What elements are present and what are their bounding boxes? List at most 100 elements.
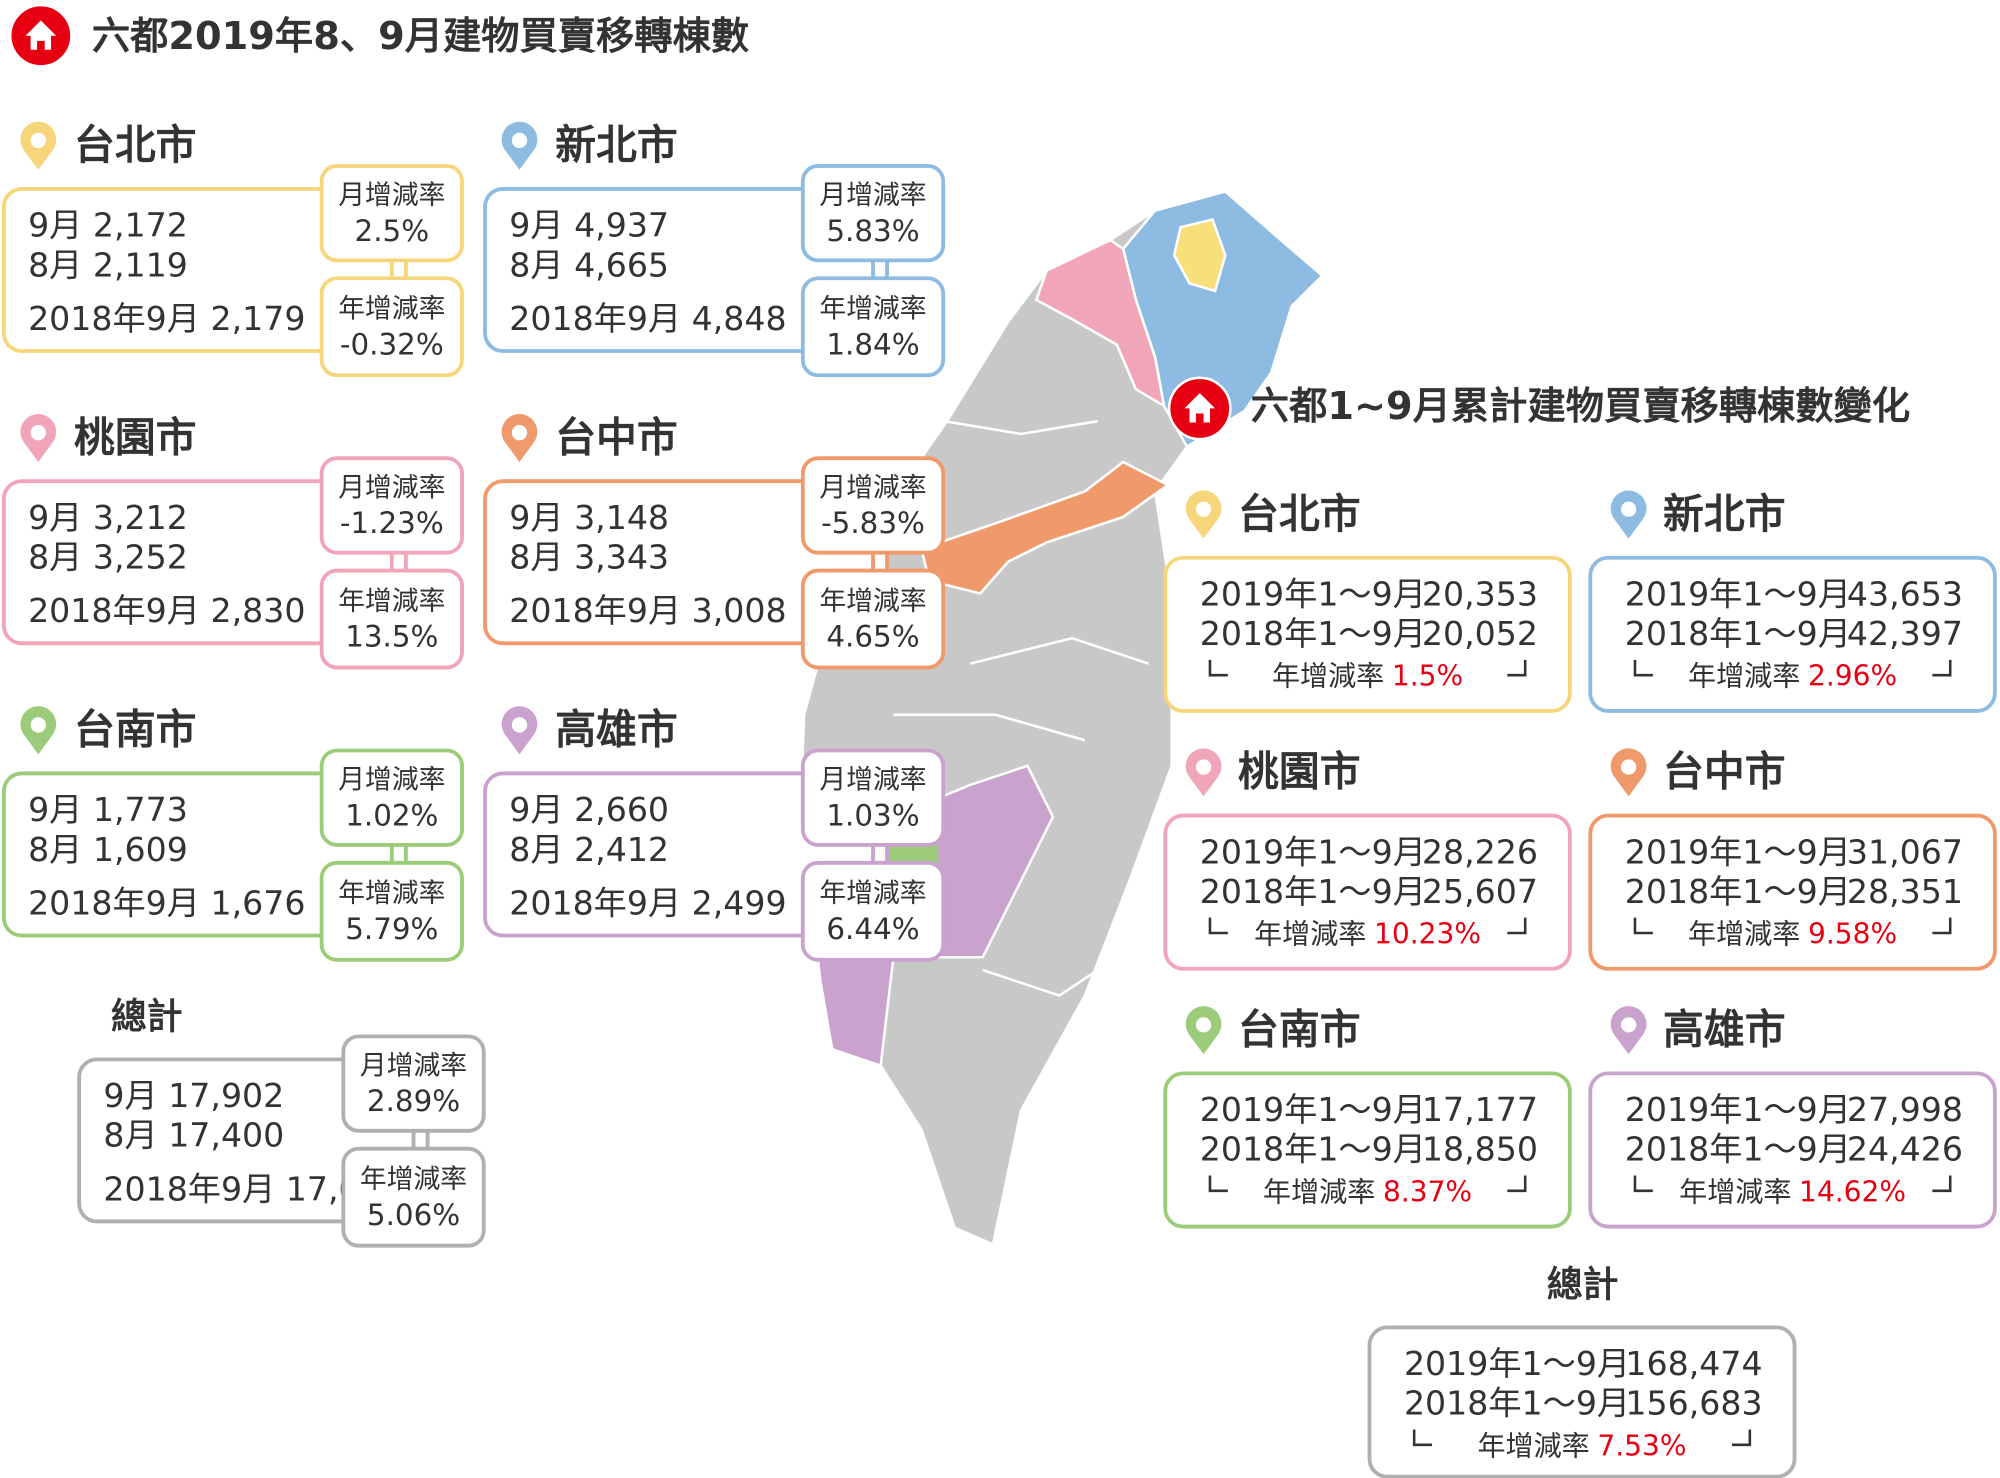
rate-label: 月增減率	[338, 180, 445, 211]
rate-label: 月增減率	[819, 472, 926, 503]
pin-hole	[1620, 501, 1637, 517]
info-box	[1367, 1325, 1797, 1478]
rate-box	[800, 164, 946, 263]
pin-hole	[511, 132, 528, 149]
rate-value: 9.58%	[1808, 918, 1897, 951]
rate-label: 年增減率	[338, 878, 445, 909]
row-label: 2019年1～9月	[1200, 575, 1426, 614]
row-label: 2019年1～9月	[1404, 1344, 1630, 1383]
row-label: 2018年1～9月	[1404, 1384, 1630, 1423]
rate-value: 13.5%	[345, 620, 438, 654]
row-value: 43,653	[1847, 575, 1963, 614]
august-count: 8月 2,119	[28, 245, 188, 284]
rate-value: -1.23%	[340, 506, 444, 540]
rate-value: 14.62%	[1799, 1175, 1906, 1208]
row-value: 27,998	[1847, 1090, 1963, 1129]
rate-box	[319, 276, 464, 378]
row-label: 2018年1～9月	[1200, 872, 1426, 911]
rate-box	[319, 164, 464, 263]
bracket	[1633, 917, 1952, 935]
city-name: 新北市	[555, 121, 677, 169]
rate-box	[800, 860, 946, 962]
row-label: 2019年1～9月	[1625, 1090, 1851, 1129]
rate-box	[341, 1146, 486, 1248]
taichung-area	[919, 460, 1171, 595]
september-count: 9月 4,937	[509, 206, 669, 245]
info-box	[77, 1057, 430, 1224]
rate-label: 年增減率	[338, 586, 445, 617]
rate-label: 年增減率	[819, 878, 926, 909]
rate-value: 1.02%	[345, 798, 438, 832]
info-box	[1, 479, 408, 646]
row-value: 24,426	[1847, 1130, 1963, 1169]
row-value: 20,353	[1422, 575, 1538, 614]
rate-label: 年增減率	[819, 586, 926, 617]
city-name: 桃園市	[74, 413, 196, 461]
taipei-area	[1172, 218, 1227, 293]
city-name: 台北市	[1238, 490, 1361, 538]
rate-box	[319, 568, 464, 670]
rate-line: 年增減率 10.23%	[1254, 918, 1481, 951]
info-box	[483, 771, 889, 938]
city-name: 台北市	[74, 121, 196, 169]
august-count: 8月 3,343	[509, 538, 669, 577]
rate-label: 年增減率	[1688, 918, 1800, 951]
rate-value: 5.79%	[345, 912, 438, 946]
rate-value: 10.23%	[1374, 918, 1481, 951]
rate-label: 年增減率	[1679, 1175, 1791, 1208]
august-count: 8月 4,665	[509, 245, 669, 284]
rate-label: 月增減率	[819, 180, 926, 211]
info-box	[1588, 555, 1997, 713]
row-value: 18,850	[1422, 1130, 1538, 1169]
row-label: 2019年1～9月	[1200, 832, 1426, 871]
rate-label: 年增減率	[1688, 660, 1800, 693]
rate-line: 年增減率 8.37%	[1263, 1175, 1472, 1208]
city-name: 新北市	[1663, 490, 1786, 538]
row-value: 42,397	[1847, 614, 1963, 653]
section-title: 六都1~9月累計建物買賣移轉棟數變化	[1251, 384, 1910, 429]
bracket	[1633, 1175, 1952, 1193]
rate-label: 年增減率	[338, 294, 445, 325]
pin-hole	[1195, 501, 1212, 517]
row-value: 17,177	[1422, 1090, 1538, 1129]
row-value: 31,067	[1847, 832, 1963, 871]
prior-year-count: 2018年9月 4,848	[509, 299, 786, 338]
rate-label: 月增減率	[360, 1051, 467, 1082]
info-box	[1588, 813, 1997, 971]
info-box	[1, 186, 408, 353]
row-value: 25,607	[1422, 872, 1538, 911]
bracket	[1208, 917, 1527, 935]
august-count: 8月 3,252	[28, 538, 188, 577]
september-count: 9月 3,148	[509, 498, 669, 537]
title: 六都2019年8、9月建物買賣移轉棟數	[92, 14, 749, 59]
rate-box	[800, 456, 946, 555]
home-icon-house	[25, 20, 57, 50]
row-value: 28,351	[1847, 872, 1963, 911]
rate-box	[341, 1034, 486, 1133]
prior-year-count: 2018年9月 1,676	[28, 883, 305, 922]
rate-label: 月增減率	[338, 765, 445, 796]
rate-value: 1.84%	[826, 327, 919, 361]
rate-value: 5.06%	[367, 1198, 460, 1232]
info-box	[1, 771, 408, 938]
pin-hole	[30, 717, 46, 733]
september-count: 9月 17,902	[103, 1076, 284, 1115]
rate-value: 4.65%	[826, 620, 919, 654]
total-label: 總計	[1547, 1265, 1618, 1306]
rate-line: 年增減率 9.58%	[1688, 918, 1897, 951]
rate-line: 年增減率 7.53%	[1477, 1429, 1686, 1462]
rate-label: 年增減率	[1254, 918, 1366, 951]
august-count: 8月 1,609	[28, 830, 188, 869]
city-name: 台南市	[74, 706, 196, 754]
row-label: 2018年1～9月	[1200, 614, 1426, 653]
pin-hole	[30, 425, 46, 441]
rate-box	[319, 748, 464, 847]
row-label: 2018年1～9月	[1625, 872, 1851, 911]
info-box	[483, 479, 889, 646]
row-label: 2018年1～9月	[1625, 614, 1851, 653]
bracket	[1633, 659, 1952, 677]
city-name: 桃園市	[1238, 748, 1361, 796]
row-value: 20,052	[1422, 614, 1538, 653]
row-label: 2019年1～9月	[1625, 575, 1851, 614]
